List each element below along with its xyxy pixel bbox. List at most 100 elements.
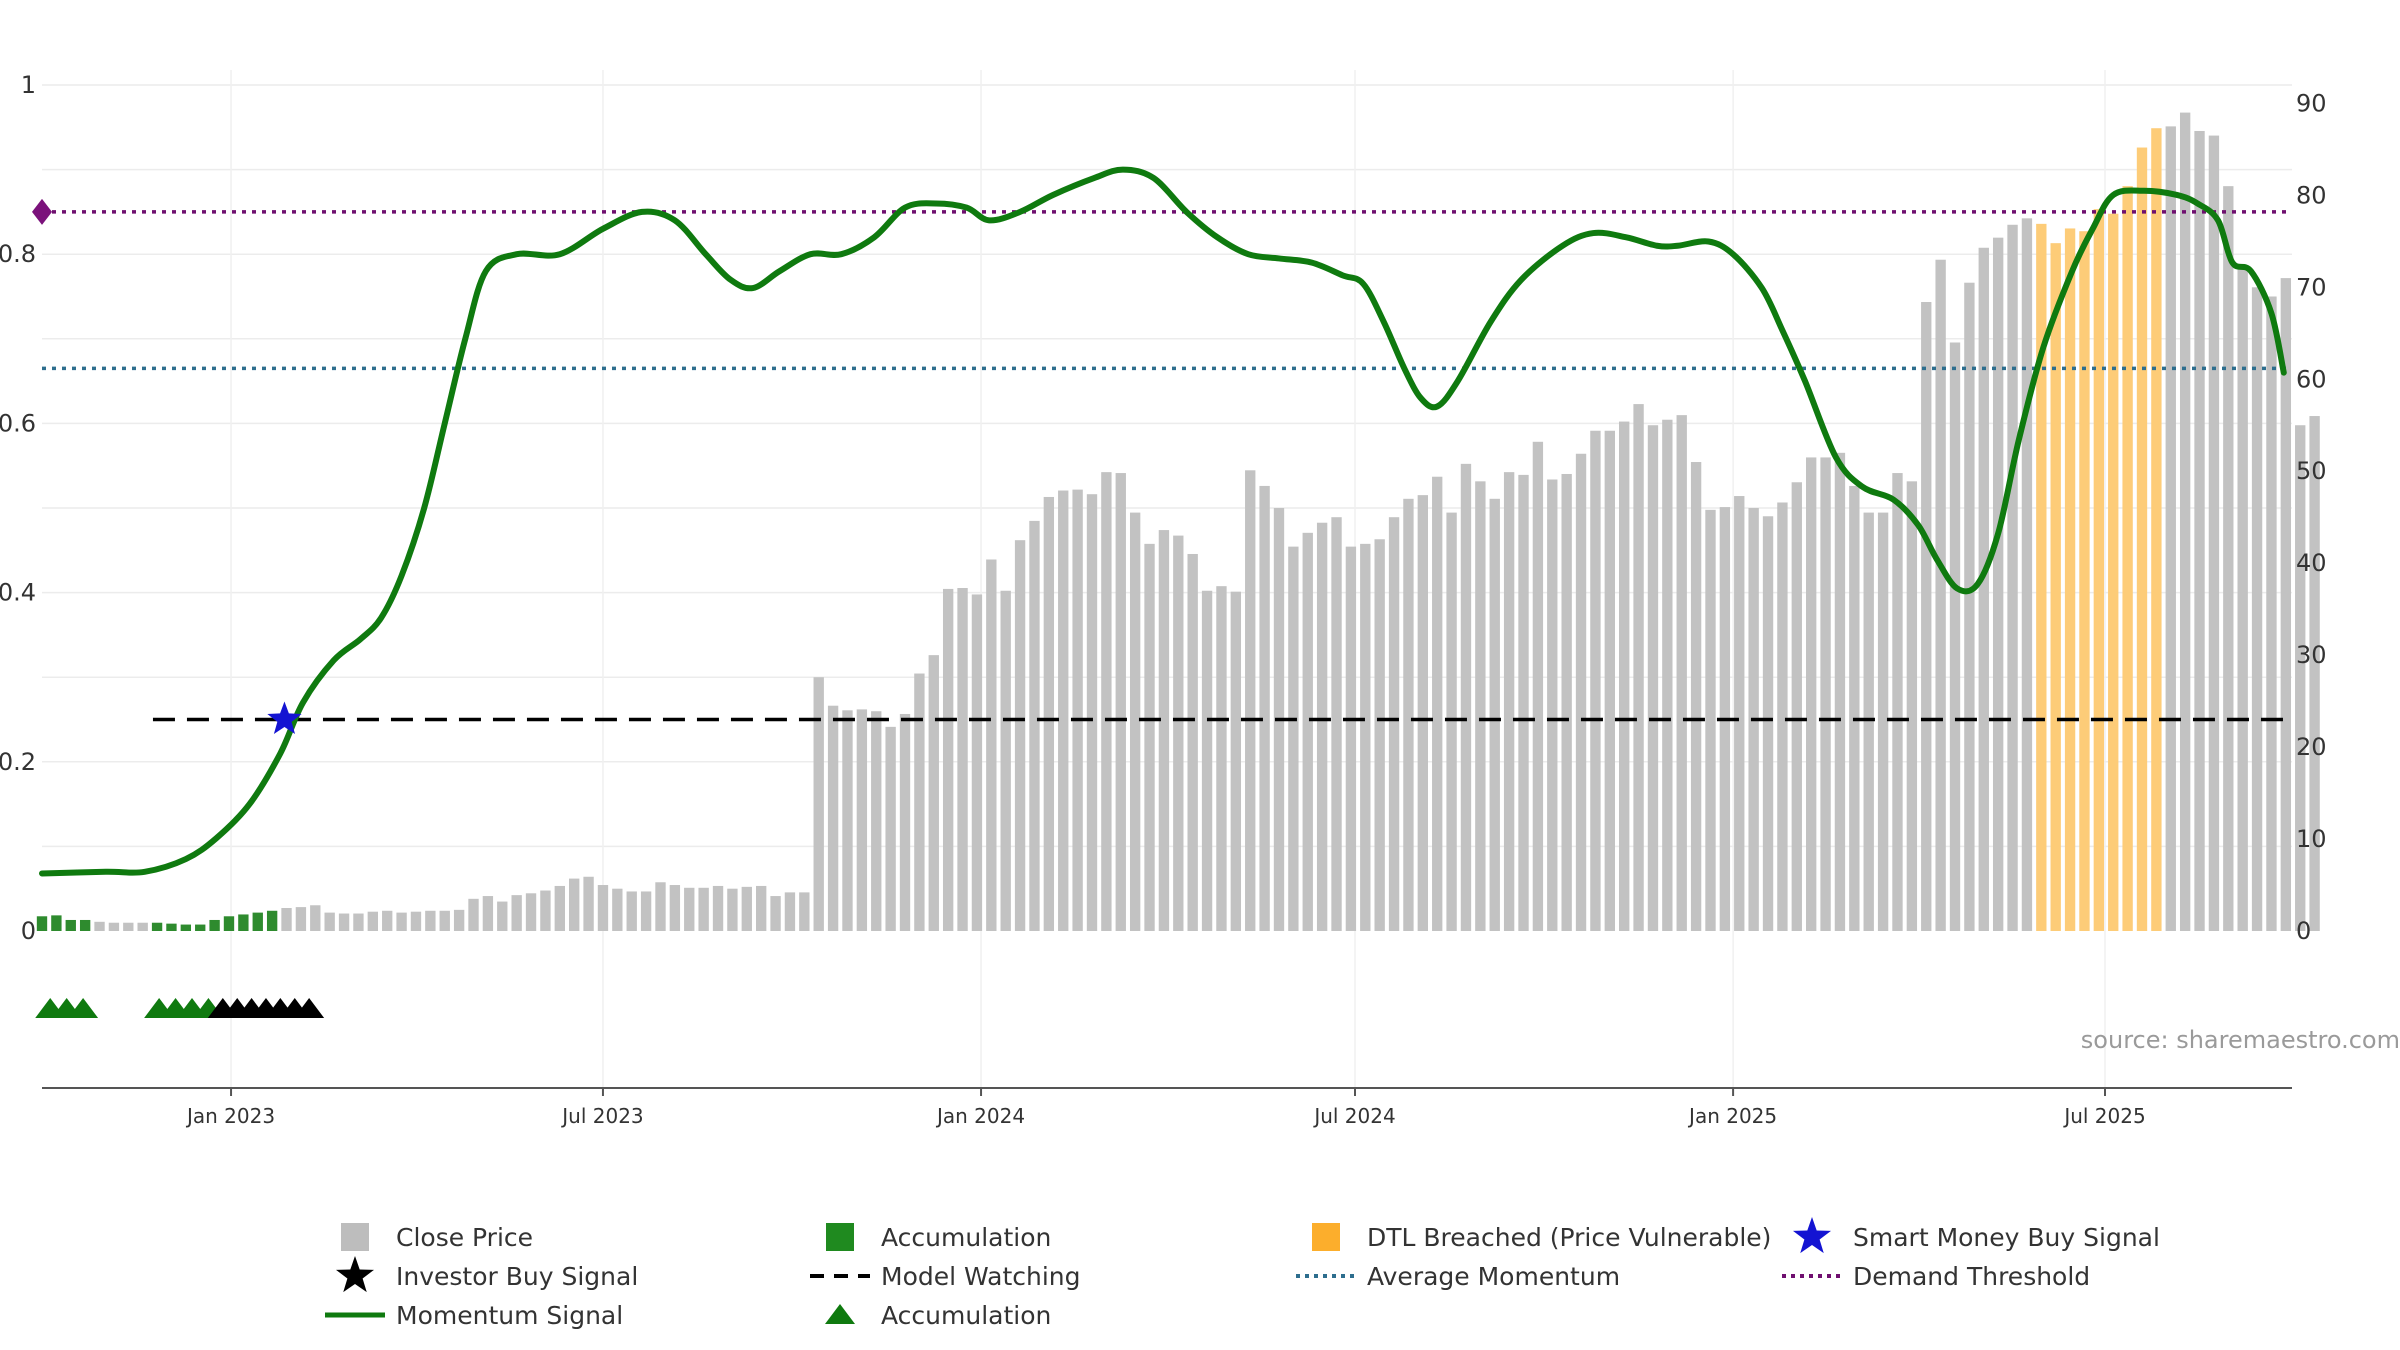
close-price-bar [439,910,450,931]
close-price-bar [1101,472,1112,931]
accumulation-bar [180,924,192,931]
close-price-bar [1662,419,1673,931]
close-price-bar [554,885,565,931]
source-note: source: sharemaestro.com [2081,1026,2400,1054]
momentum-signal-line [39,166,2287,877]
x-tick-label: Jul 2024 [1312,1104,1395,1128]
close-price-bar [1331,517,1342,931]
close-price-bar [367,911,378,931]
accumulation-bar [238,914,249,931]
close-price-bar [1259,485,1270,931]
close-price-bar [971,594,983,931]
close-price-bar [1690,462,1702,931]
close-price-bar [1978,247,1989,931]
close-price-bar [310,905,321,931]
dtl-breached-bar [2079,231,2090,931]
dtl-breached-bar [2136,147,2148,931]
close-price-bar [1705,509,1716,931]
close-price-bar [741,886,752,931]
accumulation-bar [79,919,91,931]
close-price-bar [1288,546,1299,931]
right-axis-tick: 0 [2296,917,2311,945]
close-price-bar [1475,481,1486,931]
right-axis-tick: 60 [2296,365,2327,393]
close-price-bar [2179,112,2191,931]
close-price-bar [1518,474,1529,931]
close-price-bar [1029,520,1040,931]
signal-markers [35,701,325,1018]
close-price-bar [1561,473,1572,931]
right-axis-tick: 50 [2296,457,2327,485]
close-price-bar [2251,287,2263,932]
left-axis-tick: 0 [21,917,36,945]
close-price-bar [1489,498,1500,931]
demand-threshold-marker [32,198,52,225]
close-price-bar [2223,186,2234,932]
close-price-bar [425,910,436,931]
close-price-bar [727,888,738,931]
close-price-bar [1072,489,1083,931]
accumulation-bar [151,922,163,931]
close-price-bar [1345,546,1357,931]
close-price-bar [1417,495,1428,931]
close-price-bar [784,892,796,931]
right-axis-tick: 90 [2296,89,2327,117]
close-price-bar [1230,591,1242,931]
close-price-bar [986,559,997,931]
close-price-bar [468,898,479,931]
x-tick-label: Jan 2023 [185,1104,275,1128]
close-price-bar [338,913,350,931]
investor-buy-triangle [294,998,325,1018]
accumulation-bar [195,924,206,931]
x-tick-label: Jul 2023 [560,1104,643,1128]
close-price-bar [626,891,637,931]
close-price-bar [655,882,666,931]
close-price-bar [1575,453,1587,931]
close-price-bar [856,709,868,931]
close-price-bar [2295,425,2306,931]
close-price-bar [1245,470,1256,931]
close-price-bar [885,726,896,931]
close-price-bar [827,705,839,931]
close-price-bar [353,913,364,931]
close-price-bar [1949,342,1961,931]
close-price-bar [108,922,120,931]
legend-square-icon [826,1223,854,1251]
close-price-bar [2280,278,2292,931]
close-price-bar [281,908,292,931]
close-price-bar [1201,590,1213,931]
dtl-breached-bar [2036,223,2047,931]
legend-label: Close Price [396,1223,533,1252]
right-axis-tick: 20 [2296,733,2327,761]
close-price-bar [1532,441,1544,931]
close-price-bar [942,588,954,931]
legend-label: Smart Money Buy Signal [1853,1223,2160,1252]
close-price-bar [482,896,494,931]
close-price-bar [684,887,695,931]
price-bars [36,112,2320,932]
close-price-bar [1604,430,1615,931]
close-price-bar [1892,473,1903,931]
right-axis-tick: 30 [2296,641,2327,669]
close-price-bar [1863,512,1874,931]
left-axis-tick: 0.4 [0,579,36,607]
momentum-signal-layer [39,166,2287,877]
close-price-bar [2194,130,2205,931]
close-price-bar [525,893,537,931]
close-price-bar [1791,482,1802,931]
close-price-bar [957,588,968,931]
close-price-bar [1000,590,1011,931]
close-price-bar [813,677,824,931]
accumulation-bar [266,910,278,931]
close-price-bar [1820,457,1831,931]
right-axis-tick: 10 [2296,825,2327,853]
close-price-bar [295,907,307,931]
close-price-bar [1503,472,1515,931]
left-axis-tick: 0.8 [0,240,36,268]
close-price-bar [324,912,335,931]
close-price-bar [1158,530,1170,931]
close-price-bar [1086,494,1098,931]
right-axis-tick: 40 [2296,549,2327,577]
accumulation-bar [51,915,62,931]
